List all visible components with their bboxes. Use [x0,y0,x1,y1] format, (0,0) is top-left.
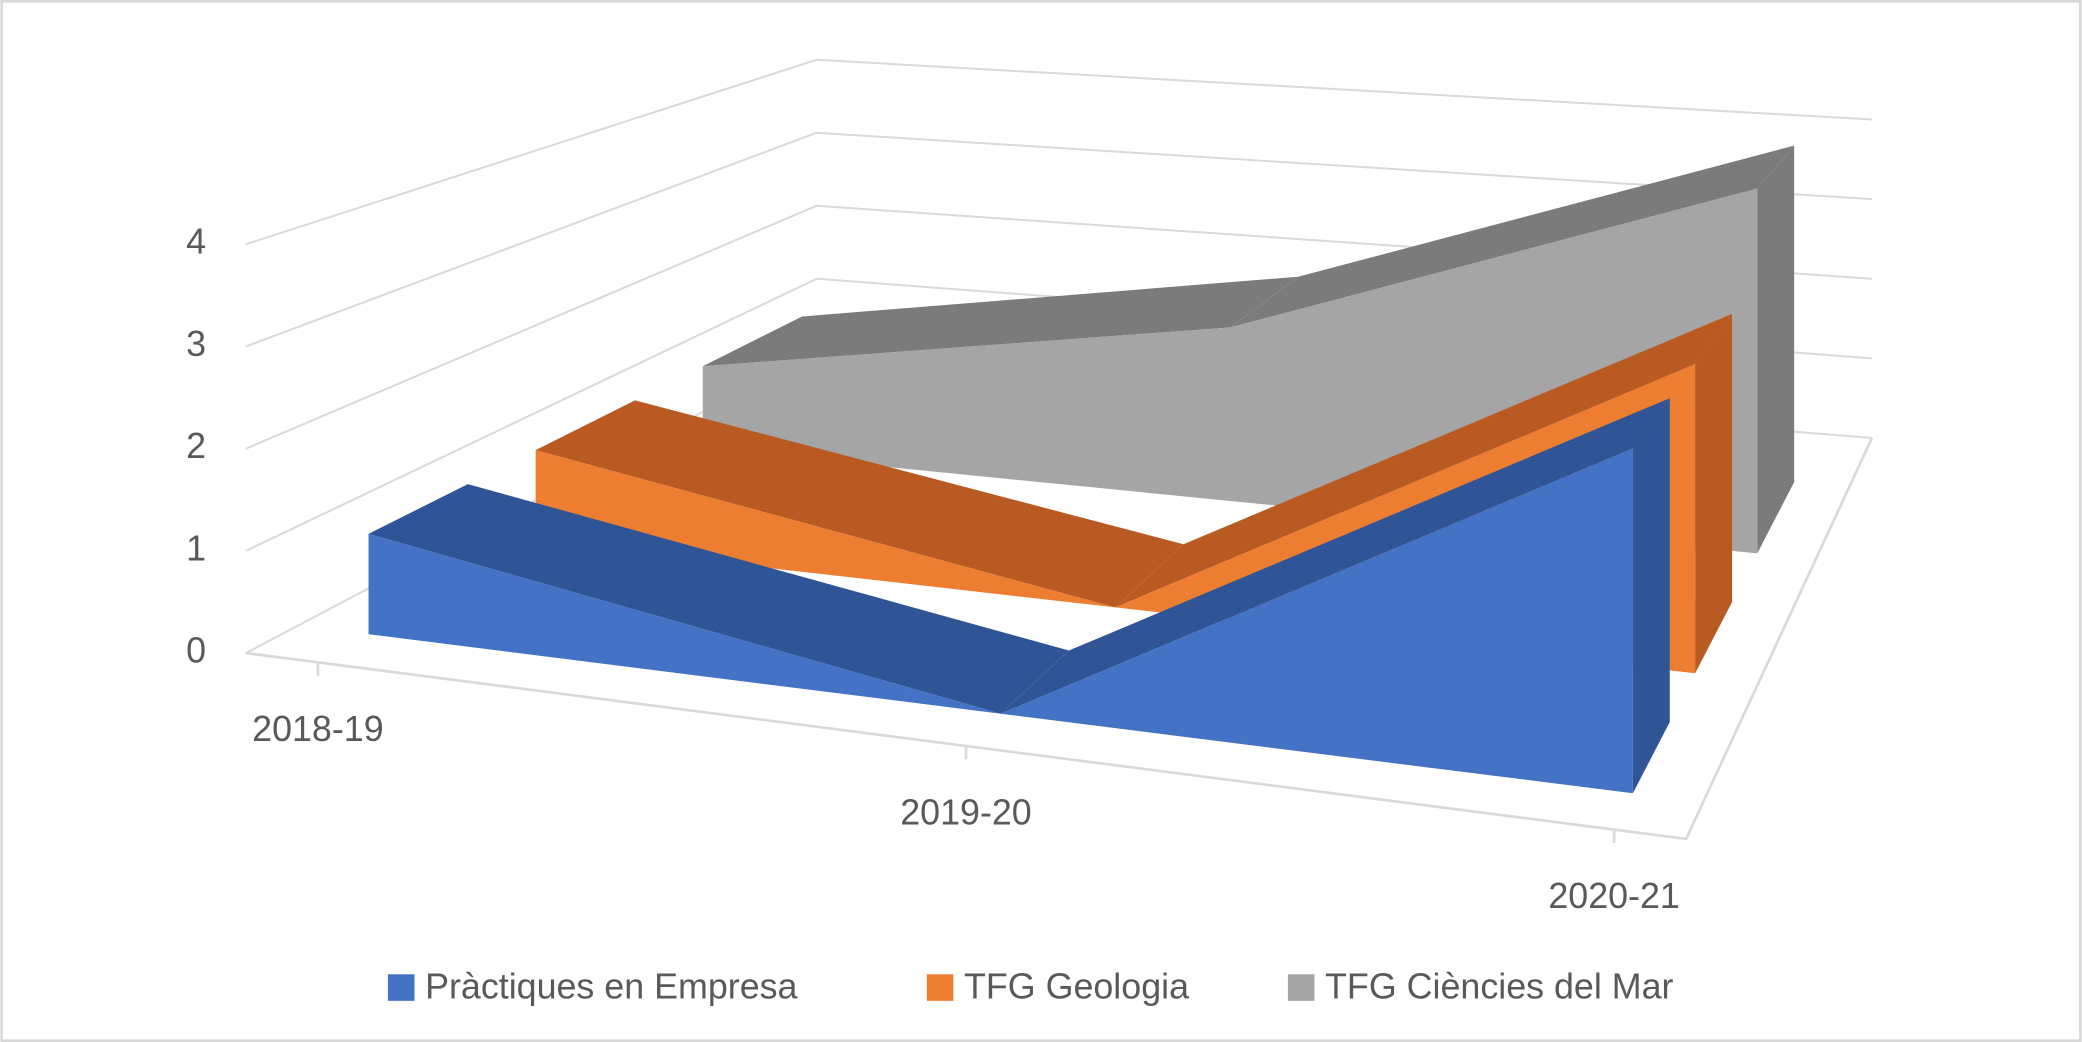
ribbon-top [1115,313,1733,608]
ribbon-end [1632,398,1670,794]
legend-swatch [1287,974,1315,1001]
ribbon-end [1757,145,1795,554]
y-tick-label: 0 [186,631,206,671]
grid-line [245,131,1873,348]
legend-swatch [387,974,415,1001]
y-tick-label: 2 [186,426,206,466]
plot [368,145,1795,794]
ribbon-top [1000,398,1670,714]
legend-label: TFG Ciències del Mar [1325,966,1673,1006]
ribbon-top [702,276,1299,367]
floor-edge [245,437,1874,841]
legend-swatch [926,974,954,1001]
ribbon-top [535,400,1184,608]
ribbon-end [1695,313,1733,674]
x-tick-label: 2020-21 [1548,876,1680,916]
x-tick-label: 2019-20 [900,792,1032,832]
x-tick-label: 2018-19 [252,709,383,749]
legend-label: Pràctiques en Empresa [425,966,797,1006]
labels: 0 1 2 3 4 2018-19 2019-20 2020-21 [186,222,1680,916]
y-tick-label: 4 [186,222,206,262]
grid-line [245,58,1873,246]
legend-label: TFG Geologia [964,966,1189,1006]
ribbon-front [368,448,1633,794]
ribbon-top [368,484,1069,714]
y-tick-label: 3 [186,324,206,364]
legend: Pràctiques en Empresa TFG Geologia TFG Ciè… [387,966,1674,1006]
ribbon-top [1230,145,1795,328]
y-tick-label: 1 [186,528,206,568]
